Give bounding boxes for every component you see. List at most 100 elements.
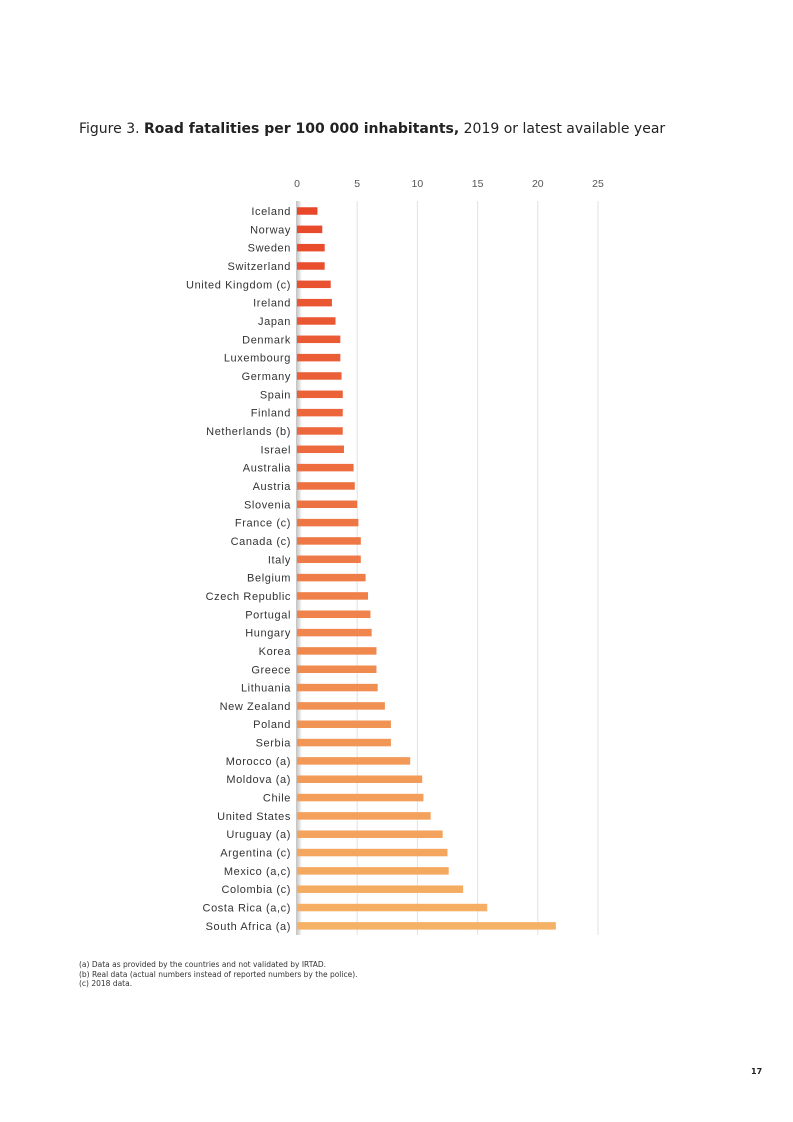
- bar: [297, 610, 371, 619]
- bar: [297, 335, 341, 344]
- x-tick-label: 20: [532, 178, 544, 190]
- bar: [297, 683, 378, 692]
- x-tick-label: 5: [354, 178, 360, 190]
- x-tick-label: 10: [412, 178, 424, 190]
- category-label: Czech Republic: [206, 591, 291, 603]
- category-label: Sweden: [248, 243, 291, 255]
- x-tick-label: 15: [472, 178, 484, 190]
- bar: [297, 848, 448, 857]
- category-label: Netherlands (b): [206, 426, 291, 438]
- category-label: Belgium: [247, 573, 291, 585]
- bar: [297, 793, 424, 802]
- bar: [297, 225, 323, 234]
- figure-title-bold: Road fatalities per 100 000 inhabitants,: [144, 121, 460, 137]
- bar: [297, 720, 391, 728]
- category-label: Portugal: [245, 609, 291, 621]
- bar: [297, 867, 449, 875]
- category-label: Poland: [253, 719, 291, 731]
- bar: [297, 922, 556, 930]
- bar: [297, 243, 325, 252]
- category-label: Australia: [243, 463, 291, 475]
- bar: [297, 812, 431, 820]
- category-label: Italy: [268, 554, 291, 566]
- x-tick-label: 25: [592, 178, 604, 190]
- category-label: Luxembourg: [224, 353, 291, 365]
- bar: [297, 592, 369, 600]
- bar: [297, 903, 488, 912]
- bar: [297, 207, 318, 215]
- category-label: United Kingdom (c): [186, 279, 291, 291]
- bar: [297, 353, 341, 362]
- category-label: Mexico (a,c): [224, 866, 291, 878]
- category-label: Austria: [253, 481, 292, 493]
- bar: [297, 757, 411, 765]
- bar: [297, 445, 344, 454]
- footnote-c: (c) 2018 data.: [79, 979, 133, 988]
- bar: [297, 665, 377, 673]
- category-label: New Zealand: [220, 701, 291, 713]
- bar: [297, 298, 332, 307]
- bar: [297, 280, 331, 289]
- category-label: Lithuania: [241, 683, 291, 695]
- figure-prefix: Figure 3.: [79, 121, 140, 137]
- bar: [297, 372, 342, 380]
- category-label: Slovenia: [244, 499, 291, 511]
- bar: [297, 518, 359, 527]
- bar: [297, 555, 361, 564]
- category-label: Moldova (a): [226, 774, 291, 786]
- bar: [297, 628, 372, 637]
- category-label: Finland: [251, 408, 291, 420]
- bar: [297, 647, 377, 655]
- footnote-a: (a) Data as provided by the countries an…: [79, 960, 326, 969]
- bars: [297, 207, 556, 930]
- category-label: Japan: [258, 316, 291, 328]
- footnote-b: (b) Real data (actual numbers instead of…: [79, 969, 358, 979]
- page-number: 17: [751, 1067, 763, 1076]
- category-label: Greece: [251, 664, 291, 676]
- category-label: United States: [217, 811, 291, 823]
- bar: [297, 738, 391, 747]
- category-label: Serbia: [256, 738, 292, 750]
- category-label: Norway: [250, 224, 291, 236]
- x-tick-label: 0: [294, 178, 300, 190]
- bar: [297, 408, 343, 417]
- grid-lines: [356, 201, 599, 935]
- bar: [297, 427, 343, 435]
- category-labels: Iceland Norway Sweden Switzerland United Kin…: [186, 206, 291, 933]
- bar: [297, 262, 325, 270]
- footnotes: (a) Data as provided by the countries an…: [79, 960, 358, 989]
- bar: [297, 482, 355, 490]
- bar: [297, 885, 464, 893]
- category-label: Morocco (a): [226, 756, 291, 768]
- bar: [297, 830, 443, 838]
- category-label: Argentina (c): [220, 848, 291, 860]
- category-label: France (c): [235, 518, 291, 530]
- category-label: South Africa (a): [206, 921, 291, 933]
- category-label: Israel: [261, 444, 292, 456]
- category-label: Iceland: [251, 206, 291, 218]
- category-label: Korea: [259, 646, 292, 658]
- figure-title: Figure 3. Road fatalities per 100 000 in…: [79, 121, 665, 137]
- category-label: Switzerland: [228, 261, 291, 273]
- bar: [297, 537, 361, 545]
- category-label: Spain: [260, 389, 291, 401]
- bar: [297, 317, 336, 325]
- figure-title-rest: 2019 or latest available year: [463, 121, 666, 137]
- category-label: Chile: [263, 793, 291, 805]
- bar: [297, 702, 385, 710]
- category-label: Canada (c): [231, 536, 291, 548]
- category-label: Ireland: [253, 298, 291, 310]
- category-label: Hungary: [245, 628, 291, 640]
- category-label: Denmark: [242, 334, 291, 346]
- category-label: Uruguay (a): [226, 829, 291, 841]
- category-label: Germany: [242, 371, 291, 383]
- bar: [297, 500, 358, 509]
- category-label: Costa Rica (a,c): [203, 903, 291, 915]
- axis-shadow: [296, 201, 302, 935]
- bar: [297, 775, 423, 783]
- bar: [297, 463, 354, 472]
- bar: [297, 390, 343, 399]
- bar: [297, 573, 366, 582]
- category-label: Colombia (c): [221, 884, 291, 896]
